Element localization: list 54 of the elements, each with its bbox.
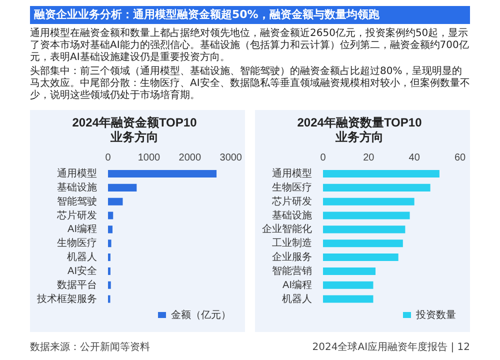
x-tick-label: 0 [320, 152, 326, 164]
y-tick-label: AI安全 [68, 264, 97, 277]
bar [108, 198, 123, 206]
bar [108, 281, 111, 289]
chart-title: 2024年融资数量TOP10 业务方向 [297, 116, 422, 144]
y-tick-label: 芯片研发 [56, 209, 97, 222]
x-tick-label: 1000 [138, 152, 161, 164]
y-tick-label: 机器人 [67, 251, 97, 264]
y-tick-label: 基础设施 [57, 181, 97, 194]
y-tick-label: 企业智能化 [262, 223, 312, 236]
x-tick-label: 3000 [220, 152, 242, 164]
bar [323, 295, 374, 303]
bar [323, 212, 410, 220]
bar [323, 281, 374, 289]
y-tick-label: 企业服务 [272, 251, 312, 264]
text: 通用模型在融资金额和数量上都占据绝对领先地位，融资金额近2650亿元，投资案例约50起，显示了资本市场对基础AI能力的强烈信心。基础设施（包括算力和云计算）位列第二，融资金额约700亿元，表明AI基础设施建设仍是重要投资方向。 [30, 28, 470, 64]
bar [108, 184, 137, 192]
legend-label: 金额（亿元） [171, 308, 231, 321]
x-tick-label: 20 [363, 152, 375, 164]
x-tick-label: 2000 [178, 152, 202, 164]
bar [108, 240, 112, 248]
x-tick-label: 60 [454, 152, 466, 164]
bar [323, 254, 398, 262]
y-tick-label: 芯片研发 [271, 195, 312, 208]
bar [108, 170, 217, 178]
bar [323, 198, 414, 206]
x-tick-label: 0 [105, 152, 112, 164]
bar [323, 240, 403, 248]
bar [108, 212, 114, 220]
y-tick-label: 技术框架服务 [36, 292, 97, 305]
y-tick-label: 通用模型 [272, 168, 312, 180]
legend-label: 投资数量 [415, 308, 456, 321]
y-tick-label: AI编程 [282, 278, 312, 291]
y-tick-label: 生物医疗 [57, 237, 97, 250]
bar [108, 226, 113, 234]
y-tick-label: 数据平台 [57, 278, 97, 291]
text: 2024全球AI应用融资年度报告 | 12 [312, 340, 470, 354]
chart-title: 2024年融资金额TOP10 业务方向 [72, 116, 198, 144]
y-tick-label: 基础设施 [272, 209, 312, 222]
y-tick-label: 智能营销 [272, 264, 312, 277]
y-tick-label: 通用模型 [57, 168, 97, 180]
x-tick-label: 40 [408, 152, 420, 164]
text: 头部集中：前三个领域（通用模型、基础设施、智能驾驶）的融资金额占比超过80%，呈现明显的马太效应。中尾部分散：生物医疗、AI安全、数据隐私等垂直领域融资规模相对较小，但案例数量不少，说明这些领域仍处于市场培育期。 [30, 66, 470, 102]
y-tick-label: 工业制造 [272, 237, 312, 250]
text: 融资企业业务分析：通用模型融资金额超50%，融资金额与数量均领跑 [30, 6, 470, 24]
y-tick-label: 机器人 [282, 292, 312, 305]
bar [323, 170, 440, 178]
source-note: 数据来源：公开新闻等资料 [30, 340, 150, 354]
bar [323, 226, 406, 234]
bar [323, 184, 430, 192]
y-tick-label: 智能驾驶 [57, 195, 97, 208]
bar [323, 267, 376, 275]
y-tick-label: AI编程 [68, 223, 97, 236]
y-tick-label: 生物医疗 [272, 181, 312, 194]
